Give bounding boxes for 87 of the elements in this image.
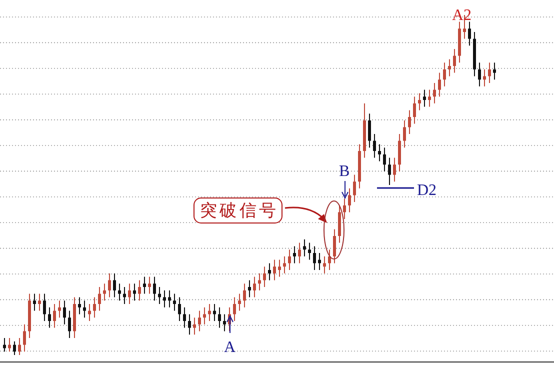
candlestick (18, 338, 21, 356)
candlestick (413, 96, 416, 124)
candlestick (248, 280, 251, 298)
candlestick (273, 259, 276, 281)
candlestick (443, 62, 446, 87)
candlestick (58, 300, 61, 318)
candlestick (223, 314, 226, 332)
candlestick (118, 283, 121, 302)
candlestick (313, 246, 316, 270)
candlestick (133, 283, 136, 302)
candlestick (103, 283, 106, 302)
candlestick (383, 147, 386, 172)
candlestick (53, 304, 56, 328)
annotation: A (224, 339, 236, 356)
candlestick (168, 290, 171, 308)
candlestick (43, 293, 46, 322)
candlestick (243, 283, 246, 308)
candlestick (218, 306, 221, 328)
candlestick (403, 120, 406, 148)
candlestick (333, 228, 336, 264)
candlestick (98, 286, 101, 312)
candlestick (93, 296, 96, 318)
candlestick (173, 293, 176, 312)
candlestick (448, 58, 451, 77)
candlestick (258, 272, 261, 291)
candlestick (283, 256, 286, 274)
candlestick (148, 276, 151, 294)
candlestick (353, 174, 356, 202)
candlestick (153, 276, 156, 302)
candlestick (323, 256, 326, 274)
annotation: B (339, 163, 350, 180)
candlestick (163, 290, 166, 308)
candlestick (68, 310, 71, 338)
annotation: 突破信号 (200, 201, 276, 221)
candlestick (388, 157, 391, 186)
candlestick (33, 293, 36, 312)
candlestick (198, 310, 201, 332)
candlestick (38, 293, 41, 312)
candlestick (418, 92, 421, 111)
candlestick (108, 272, 111, 298)
candlestick (423, 89, 426, 108)
candlestick (113, 272, 116, 298)
candlestick (303, 238, 306, 257)
candlestick (143, 276, 146, 294)
candlestick (178, 296, 181, 322)
candlestick (408, 110, 411, 134)
candlestick (298, 242, 301, 264)
candlestick (193, 317, 196, 336)
candlestick (483, 68, 486, 87)
candlestick (428, 89, 431, 108)
candlestick (348, 188, 351, 213)
candlestick (188, 314, 191, 336)
candlestick (398, 134, 401, 172)
candlestick (378, 144, 381, 162)
candlestick (293, 246, 296, 264)
candlestick (493, 62, 496, 80)
candlestick (368, 113, 371, 148)
annotation: D2 (417, 182, 437, 199)
candlestick (393, 157, 396, 182)
candlestick (203, 306, 206, 325)
candlestick (343, 198, 346, 220)
candlestick (468, 21, 471, 46)
candlestick (78, 296, 81, 315)
annotation: A2 (452, 7, 472, 24)
candlestick (308, 242, 311, 260)
candlestick (253, 276, 256, 298)
candlestick (278, 259, 281, 278)
candlestick (128, 283, 131, 304)
candlestick (288, 249, 291, 270)
candlestick (373, 134, 376, 158)
candlestick (138, 280, 141, 302)
candlestick (13, 340, 16, 356)
candlestick (63, 300, 66, 325)
candlestick (183, 306, 186, 328)
candlestick (83, 300, 86, 318)
candlestick (268, 262, 271, 281)
candlestick (238, 293, 241, 312)
candlestick (488, 62, 491, 84)
candlestick (438, 72, 441, 98)
candlestick (433, 82, 436, 104)
candlestick (263, 266, 266, 288)
candlestick (48, 306, 51, 328)
candlestick (233, 296, 236, 322)
candlestick (453, 48, 456, 74)
candlestick (23, 324, 26, 352)
candlestick (338, 204, 341, 244)
candlestick (478, 62, 481, 87)
